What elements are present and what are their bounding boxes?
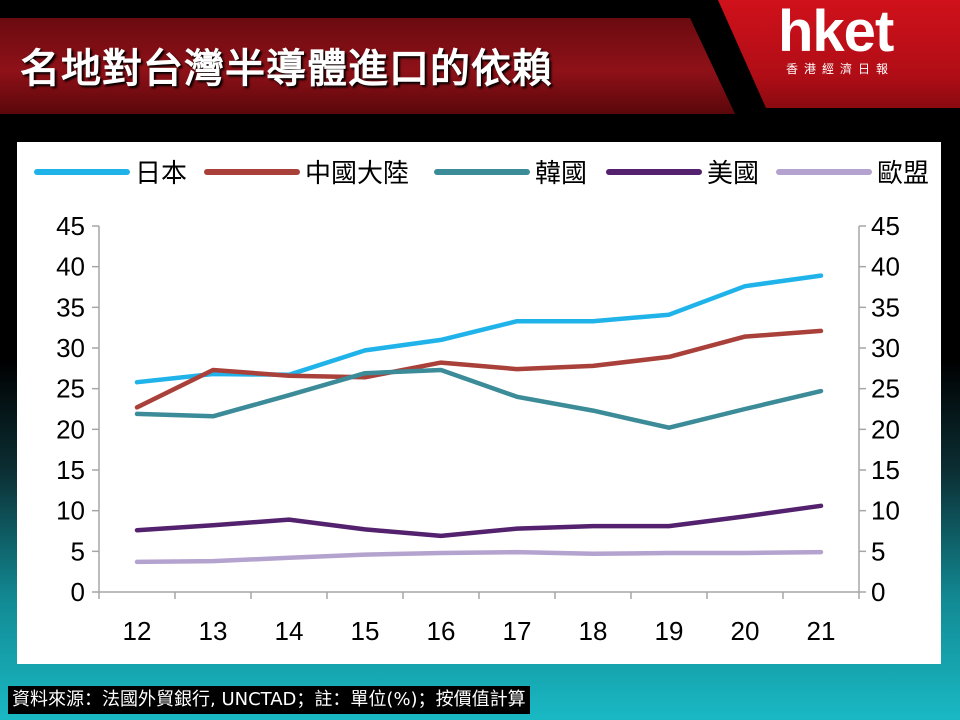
x-tick-label: 16 [427, 616, 456, 646]
series-layer [134, 273, 824, 565]
legend: 日本 中國大陸 韓國 美國 歐盟 [34, 159, 929, 189]
page-title: 名地對台灣半導體進口的依賴 [20, 46, 553, 92]
x-tick-label: 14 [275, 616, 304, 646]
x-tick-label: 21 [807, 616, 836, 646]
x-tick-label: 20 [731, 616, 760, 646]
legend-label-3: 美國 [707, 159, 759, 189]
source-note: 資料來源：法國外貿銀行, UNCTAD；註：單位(%)；按價值計算 [8, 686, 530, 714]
y-tick-label-left: 15 [56, 455, 85, 485]
chart-axes: 0 0 5 5 10 10 15 15 20 20 25 25 30 30 35 35 40 40 45 45 12 13… [56, 211, 900, 646]
legend-label-1: 中國大陸 [305, 159, 409, 189]
y-tick-label-left: 30 [56, 333, 85, 363]
x-tick-label: 18 [579, 616, 608, 646]
hket-logo: hket [778, 0, 894, 64]
line-chart: 日本 中國大陸 韓國 美國 歐盟 0 0 5 5 10 10 15 15 20 20 25 25 30 30 35 3… [34, 159, 929, 646]
chart-panel: 日本 中國大陸 韓國 美國 歐盟 0 0 5 5 10 10 15 15 20 20 25 25 30 30 35 3… [17, 142, 941, 664]
y-tick-label-left: 5 [71, 536, 85, 566]
y-tick-label-right: 45 [871, 211, 900, 241]
y-tick-label-left: 25 [56, 374, 85, 404]
y-tick-label-left: 0 [71, 577, 85, 607]
series-line-2 [134, 367, 824, 430]
x-tick-label: 12 [123, 616, 152, 646]
y-tick-label-right: 40 [871, 252, 900, 282]
y-tick-label-right: 30 [871, 333, 900, 363]
legend-label-0: 日本 [135, 159, 187, 189]
series-line-3 [134, 503, 824, 539]
y-tick-label-right: 25 [871, 374, 900, 404]
y-tick-label-left: 45 [56, 211, 85, 241]
y-tick-label-left: 40 [56, 252, 85, 282]
x-tick-label: 17 [503, 616, 532, 646]
series-line-1 [134, 328, 824, 410]
y-tick-label-right: 35 [871, 292, 900, 322]
legend-label-4: 歐盟 [877, 159, 929, 189]
y-tick-label-right: 0 [871, 577, 885, 607]
y-tick-label-right: 15 [871, 455, 900, 485]
y-tick-label-right: 20 [871, 414, 900, 444]
x-tick-label: 15 [351, 616, 380, 646]
logo-subtitle: 香港經濟日報 [786, 62, 895, 76]
title-band [0, 18, 735, 114]
y-tick-label-right: 5 [871, 536, 885, 566]
y-tick-label-left: 35 [56, 292, 85, 322]
y-tick-label-right: 10 [871, 496, 900, 526]
series-line-4 [134, 549, 824, 565]
legend-label-2: 韓國 [535, 159, 587, 189]
logo-panel [718, 0, 960, 108]
x-tick-label: 13 [199, 616, 228, 646]
y-tick-label-left: 20 [56, 414, 85, 444]
x-tick-label: 19 [655, 616, 684, 646]
y-tick-label-left: 10 [56, 496, 85, 526]
